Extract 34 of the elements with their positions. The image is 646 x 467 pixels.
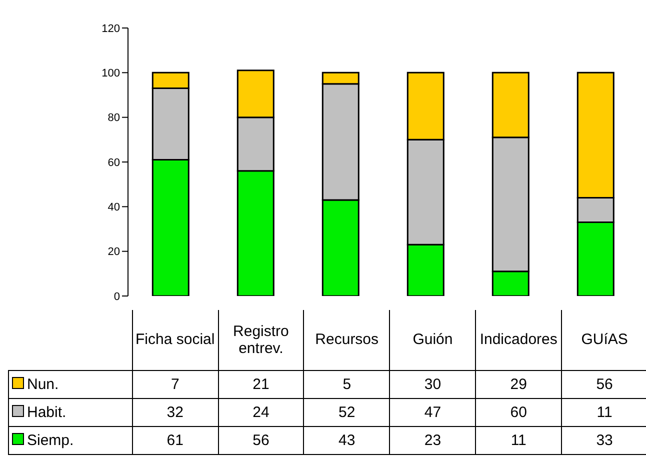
data-label: 47 (390, 398, 476, 426)
data-label: 30 (390, 370, 476, 398)
x-tick-label: Ficha social (132, 310, 218, 370)
data-label: 21 (218, 370, 304, 398)
data-label: 56 (562, 370, 646, 398)
data-label: 43 (304, 426, 390, 454)
data-label: 24 (218, 398, 304, 426)
x-tick-label: Registro entrev. (218, 310, 304, 370)
legend-label: Siemp. (8, 426, 132, 454)
data-label: 32 (132, 398, 218, 426)
y-tick-label: 80 (108, 112, 120, 124)
x-tick-label: Guión (390, 310, 476, 370)
data-label: 61 (132, 426, 218, 454)
data-label: 23 (390, 426, 476, 454)
y-tick-label: 60 (108, 156, 120, 169)
y-tick-label: 100 (102, 68, 120, 80)
data-label: 7 (132, 370, 218, 398)
legend-label: Nun. (8, 370, 132, 398)
data-label: 56 (218, 426, 304, 454)
data-label: 11 (562, 398, 646, 426)
y-tick-label: 120 (102, 22, 120, 35)
data-label: 33 (562, 426, 646, 454)
data-label: 52 (304, 398, 390, 426)
x-tick-label: Recursos (304, 310, 390, 370)
data-label: 60 (476, 398, 562, 426)
x-tick-label: GUíAS (562, 310, 646, 370)
data-label: 5 (304, 370, 390, 398)
data-label: 29 (476, 370, 562, 398)
x-tick-label: Indicadores (476, 310, 562, 370)
legend-label: Habit. (8, 398, 132, 426)
y-tick-label: 0 (114, 290, 120, 303)
data-label: 11 (476, 426, 562, 454)
y-tick-label: 40 (108, 202, 120, 214)
y-tick-label: 20 (108, 246, 120, 258)
